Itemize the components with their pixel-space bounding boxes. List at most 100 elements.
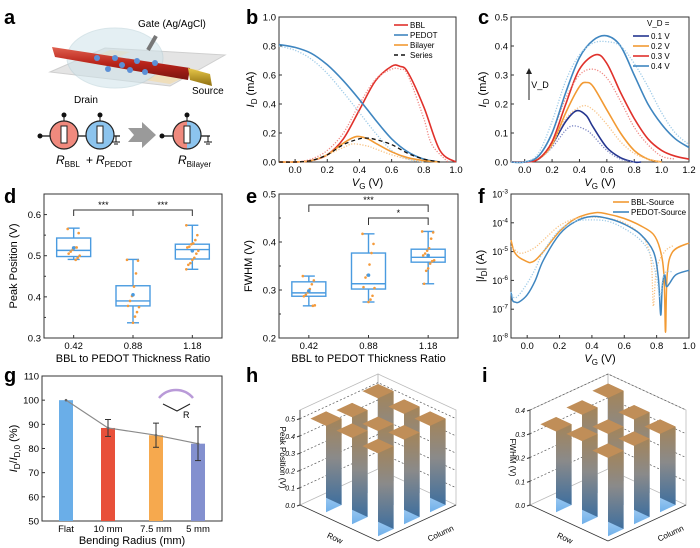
bar3d bbox=[388, 425, 420, 525]
x-tick-label: 0.2 bbox=[553, 341, 566, 352]
bar-side-face bbox=[404, 425, 420, 517]
source-tube bbox=[188, 68, 212, 86]
r-pedot-label: RPEDOT bbox=[96, 153, 132, 169]
y-tick-label: 60 bbox=[28, 492, 39, 503]
y-tick-label: 0.2 bbox=[495, 100, 508, 111]
row-axis bbox=[529, 504, 609, 542]
column-axis bbox=[377, 504, 457, 542]
box-1-18 bbox=[410, 230, 446, 286]
series-line-bbl-source-dotted- bbox=[510, 216, 674, 307]
x-tick-label: 0.42 bbox=[64, 341, 83, 352]
box-0-88 bbox=[115, 258, 151, 325]
bend-radius-label: R bbox=[183, 410, 190, 420]
data-point bbox=[125, 258, 129, 262]
y-tick-label: 0.8 bbox=[263, 42, 276, 53]
series-line-0-4-v-dotted- bbox=[510, 40, 690, 164]
z-tick bbox=[296, 487, 301, 490]
data-point bbox=[197, 249, 200, 253]
data-point bbox=[193, 256, 196, 260]
series-line-0-1-v-dotted- bbox=[510, 125, 635, 163]
y-axis-label: Peak Position (V) bbox=[8, 224, 20, 309]
x-axis-label: BBL to PEDOT Thickness Ratio bbox=[56, 353, 210, 365]
bar-7-5-mm bbox=[149, 435, 163, 521]
legend-label: BBL bbox=[410, 21, 426, 30]
data-point bbox=[137, 305, 141, 309]
source-label: Source bbox=[192, 86, 224, 97]
data-point bbox=[195, 252, 198, 255]
data-point bbox=[66, 227, 69, 231]
data-point bbox=[69, 250, 72, 253]
data-point bbox=[194, 238, 197, 242]
data-point bbox=[78, 254, 81, 258]
panel-label-d: d bbox=[4, 186, 16, 208]
data-point bbox=[190, 242, 193, 246]
data-point bbox=[372, 242, 375, 246]
data-point bbox=[368, 263, 371, 266]
significance-bracket bbox=[73, 209, 134, 216]
bar-top-face bbox=[310, 411, 342, 426]
data-point bbox=[364, 276, 367, 279]
series-line-0-2-v bbox=[510, 81, 662, 164]
series-line-0-3-v bbox=[510, 53, 690, 164]
legend-label: PEDOT bbox=[410, 31, 438, 40]
data-point bbox=[301, 274, 305, 278]
bar-side-face bbox=[660, 419, 676, 505]
x-tick-label: 0.0 bbox=[288, 165, 301, 176]
row-axis-label: Row bbox=[326, 531, 345, 546]
data-point bbox=[135, 310, 139, 314]
x-axis-label: VG (V) bbox=[584, 353, 615, 367]
series-line-pedot-dotted- bbox=[278, 45, 424, 163]
y-tick-label: 10-5 bbox=[492, 246, 508, 257]
data-point bbox=[77, 231, 80, 235]
data-point bbox=[133, 315, 137, 318]
data-point bbox=[76, 256, 79, 260]
x-tick-label: 0.88 bbox=[124, 341, 143, 352]
chart-b: 0.0 0.2 0.4 0.6 0.8 1.0 0.0 0.2 0.4 0.6 0.8 1.0 VG (… bbox=[245, 13, 463, 192]
z-tick bbox=[526, 480, 531, 483]
data-point bbox=[134, 272, 138, 275]
plot-frame bbox=[510, 193, 690, 339]
legend-title: V_D = bbox=[647, 19, 670, 28]
series-line-bilayer bbox=[278, 135, 440, 163]
series-line-bbl-dotted- bbox=[278, 67, 449, 163]
x-tick-label: 7.5 mm bbox=[140, 524, 172, 535]
series-line-0-1-v bbox=[510, 109, 642, 164]
bar3d bbox=[566, 426, 598, 525]
y-tick-label: 80 bbox=[28, 444, 39, 455]
box-1-18 bbox=[174, 223, 211, 271]
bar3d bbox=[362, 438, 394, 537]
bar-top-face bbox=[388, 399, 420, 414]
gate-electrode bbox=[146, 35, 158, 51]
y-tick-label: 10-6 bbox=[492, 275, 508, 286]
x-tick-label: 0.0 bbox=[521, 341, 534, 352]
y-tick-label: 0.5 bbox=[28, 251, 41, 262]
bar-top-face bbox=[362, 416, 394, 432]
mean-marker bbox=[190, 248, 195, 253]
y-tick-label: 0.3 bbox=[263, 286, 276, 297]
z-tick-label: 0.0 bbox=[515, 503, 525, 510]
ions bbox=[94, 55, 158, 75]
y-tick-label: 50 bbox=[28, 517, 39, 528]
bar-top-face bbox=[336, 402, 368, 418]
x-tick-label: 0.6 bbox=[385, 165, 398, 176]
x-axis-label: BBL to PEDOT Thickness Ratio bbox=[291, 353, 445, 365]
series-line-pedot bbox=[278, 43, 441, 163]
box-iqr bbox=[291, 281, 327, 297]
chart-i: 0.0 0.1 0.2 0.3 0.4 FWHM (V) Row Column bbox=[508, 373, 687, 546]
series-line-0-2-v-dotted- bbox=[510, 104, 662, 163]
box-0-42 bbox=[291, 274, 327, 308]
legend-label: BBL-Source bbox=[631, 198, 675, 207]
box-0-42 bbox=[55, 227, 92, 262]
trend-point bbox=[154, 433, 158, 437]
bar-side-face bbox=[556, 417, 572, 505]
x-axis-label: Bending Radius (mm) bbox=[79, 535, 185, 547]
z-tick bbox=[296, 452, 301, 455]
bar-top-face bbox=[566, 426, 598, 442]
x-tick-label: 1.0 bbox=[682, 341, 695, 352]
chart-g: 50 60 70 80 90 100 110 Flat 10 mm 7.5 mm 5 mm R Bend… bbox=[8, 372, 223, 547]
r-bbl-label: RBBL bbox=[56, 153, 80, 169]
data-point bbox=[302, 294, 306, 298]
circuit-series bbox=[37, 112, 120, 150]
bar-side-face bbox=[634, 431, 650, 517]
row-axis-label: Row bbox=[556, 531, 575, 546]
